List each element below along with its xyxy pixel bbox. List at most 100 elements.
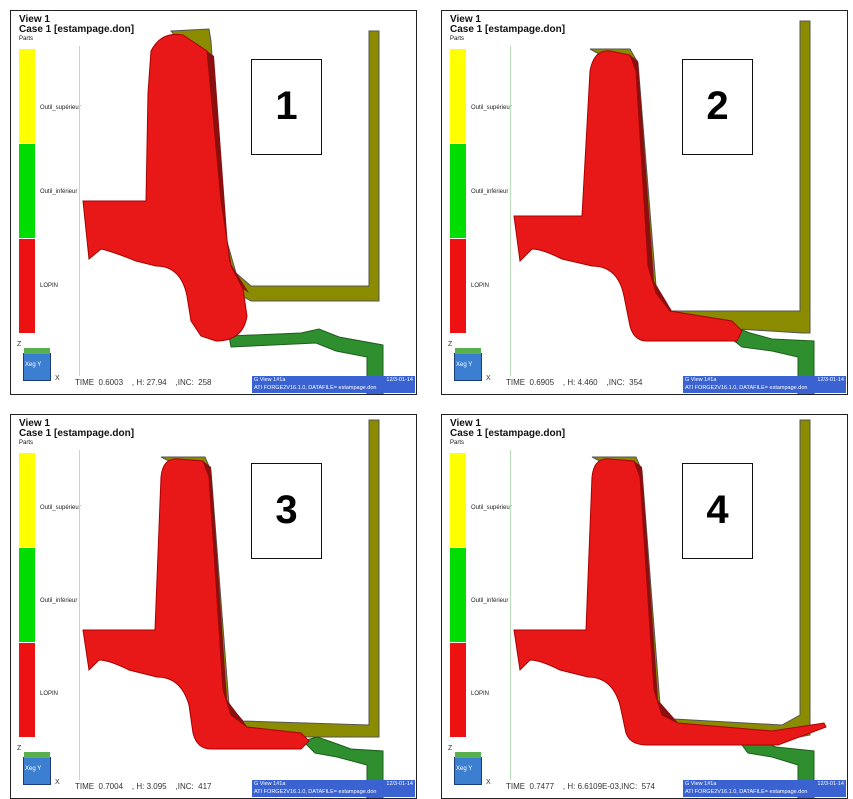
axis-triad: Z Xeg Y X (15, 341, 61, 387)
parts-label: Parts (450, 440, 465, 446)
parts-legend (450, 453, 466, 738)
billet-part (82, 33, 248, 342)
billet-part (513, 50, 743, 342)
legend-swatch-billet (19, 239, 35, 334)
symmetry-axis-line (510, 450, 511, 780)
lower-tool (302, 736, 384, 798)
info-line-2: ATI FORGE2V16.1.0, DATAFILE= estampage.d… (685, 385, 808, 391)
info-line-1: G View 1#1a (254, 377, 286, 383)
legend-swatch-upper-tool (19, 49, 35, 144)
view-panel-3[interactable]: View 1 Case 1 [estampage.don] Parts Outi… (10, 414, 417, 799)
legend-label-upper-tool: Outil_supérieur (471, 505, 512, 511)
parts-label: Parts (19, 36, 34, 42)
step-number: 2 (682, 59, 753, 155)
legend-label-lower-tool: Outil_inférieur (471, 189, 509, 195)
case-title: Case 1 [estampage.don] (19, 24, 135, 35)
view-panel-2[interactable]: View 1 Case 1 [estampage.don] Parts Outi… (441, 10, 848, 395)
info-date: 12/3-01-14 (386, 781, 413, 787)
axis-cube-label: Xeg Y (25, 362, 42, 368)
symmetry-axis-line (510, 46, 511, 376)
lower-tool (228, 328, 384, 394)
axis-x-label: X (486, 779, 491, 786)
step-number: 3 (251, 463, 322, 559)
cube-icon (23, 752, 51, 785)
axis-triad: Z Xeg Y X (446, 745, 492, 791)
parts-legend (19, 453, 35, 738)
info-bar: G View 1#1a ATI FORGE2V16.1.0, DATAFILE=… (252, 780, 415, 797)
status-readout: TIME 0.6905 , H: 4.460 ,INC: 354 (506, 378, 643, 387)
view-header: View 1 Case 1 [estampage.don] Parts (19, 15, 134, 43)
case-title: Case 1 [estampage.don] (450, 428, 566, 439)
legend-label-lower-tool: Outil_inférieur (471, 598, 509, 604)
view-header: View 1 Case 1 [estampage.don] Parts (450, 15, 565, 43)
view-header: View 1 Case 1 [estampage.don] Parts (450, 419, 565, 447)
view-panel-1[interactable]: View 1 Case 1 [estampage.don] Parts Outi… (10, 10, 417, 395)
info-line-2: ATI FORGE2V16.1.0, DATAFILE= estampage.d… (685, 789, 808, 795)
axis-x-label: X (55, 375, 60, 382)
legend-swatch-lower-tool (450, 548, 466, 643)
legend-label-billet: LOPIN (471, 283, 490, 289)
axis-cube-label: Xeg Y (456, 362, 473, 368)
info-line-2: ATI FORGE2V16.1.0, DATAFILE= estampage.d… (254, 789, 377, 795)
info-line-1: G View 1#1a (254, 781, 286, 787)
info-bar: G View 1#1a ATI FORGE2V16.1.0, DATAFILE=… (683, 780, 846, 797)
axis-triad: Z Xeg Y X (15, 745, 61, 791)
info-date: 12/3-01-14 (817, 781, 844, 787)
legend-label-billet: LOPIN (40, 283, 59, 289)
view-header: View 1 Case 1 [estampage.don] Parts (19, 419, 134, 447)
cube-icon (454, 348, 482, 381)
legend-label-upper-tool: Outil_supérieur (40, 505, 81, 511)
billet-part (513, 458, 827, 746)
info-date: 12/3-01-14 (817, 377, 844, 383)
legend-label-upper-tool: Outil_supérieur (471, 105, 512, 111)
info-bar: G View 1#1a ATI FORGE2V16.1.0, DATAFILE=… (252, 376, 415, 393)
legend-swatch-upper-tool (19, 453, 35, 548)
status-readout: TIME 0.7477 , H: 6.6109E-03,INC: 574 (506, 782, 655, 791)
view-title: View 1 (450, 14, 481, 25)
view-title: View 1 (19, 418, 50, 429)
die-contact-band (634, 461, 680, 725)
info-date: 12/3-01-14 (386, 377, 413, 383)
die-contact-band (207, 51, 249, 293)
parts-label: Parts (19, 440, 34, 446)
forging-scene[interactable] (11, 415, 417, 799)
axis-x-label: X (55, 779, 60, 786)
view-panel-4[interactable]: View 1 Case 1 [estampage.don] Parts Outi… (441, 414, 848, 799)
forging-scene[interactable] (442, 415, 848, 799)
legend-swatch-upper-tool (450, 453, 466, 548)
info-line-1: G View 1#1a (685, 377, 717, 383)
axis-z-label: Z (448, 341, 453, 348)
parts-label: Parts (450, 36, 465, 42)
forging-scene[interactable] (11, 11, 417, 395)
legend-swatch-billet (450, 239, 466, 334)
parts-legend (19, 49, 35, 334)
info-line-2: ATI FORGE2V16.1.0, DATAFILE= estampage.d… (254, 385, 377, 391)
info-line-1: G View 1#1a (685, 781, 717, 787)
legend-label-billet: LOPIN (471, 691, 490, 697)
axis-cube-label: Xeg Y (25, 766, 42, 772)
legend-swatch-billet (19, 643, 35, 738)
view-title: View 1 (450, 418, 481, 429)
axis-cube-label: Xeg Y (456, 766, 473, 772)
forging-scene[interactable] (442, 11, 848, 395)
case-title: Case 1 [estampage.don] (450, 24, 566, 35)
die-contact-band (203, 461, 249, 729)
cube-icon (23, 348, 51, 381)
step-number: 4 (682, 463, 753, 559)
axis-z-label: Z (17, 745, 22, 752)
axis-z-label: Z (17, 341, 22, 348)
legend-swatch-lower-tool (19, 548, 35, 643)
legend-swatch-billet (450, 643, 466, 738)
axis-z-label: Z (448, 745, 453, 752)
legend-swatch-upper-tool (450, 49, 466, 144)
info-bar: G View 1#1a ATI FORGE2V16.1.0, DATAFILE=… (683, 376, 846, 393)
axis-x-label: X (486, 375, 491, 382)
die-contact-band (630, 55, 672, 311)
legend-swatch-lower-tool (450, 144, 466, 239)
symmetry-axis-line (79, 46, 80, 376)
symmetry-axis-line (79, 450, 80, 780)
axis-triad: Z Xeg Y X (446, 341, 492, 387)
legend-label-lower-tool: Outil_inférieur (40, 598, 78, 604)
status-readout: TIME 0.7004 , H: 3.095 ,INC: 417 (75, 782, 212, 791)
legend-label-upper-tool: Outil_supérieur (40, 105, 81, 111)
